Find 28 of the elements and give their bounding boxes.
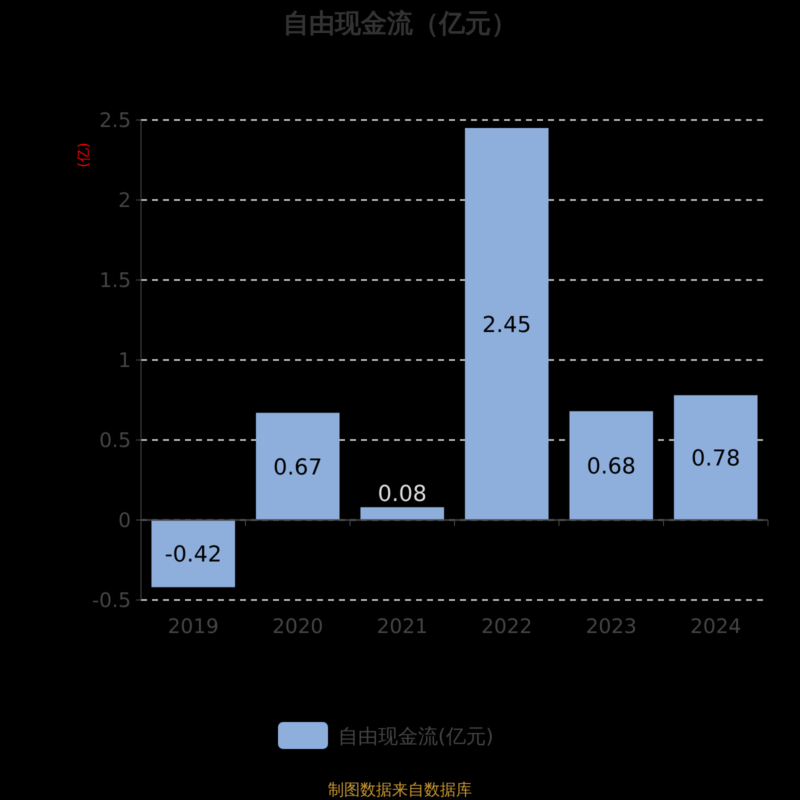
legend-label: 自由现金流(亿元) [338, 724, 494, 748]
y-tick-label: -0.5 [92, 588, 131, 612]
data-label: -0.42 [164, 542, 222, 568]
data-label: 0.08 [378, 482, 427, 508]
bar [464, 128, 549, 520]
x-tick-label: 2024 [690, 614, 742, 638]
bar [151, 520, 236, 588]
x-tick-label: 2023 [586, 614, 637, 638]
x-tick-label: 2021 [376, 614, 428, 638]
y-tick-label: 0.5 [99, 428, 131, 452]
y-axis-title: (亿) [76, 142, 92, 168]
y-tick-label: 2.5 [99, 108, 131, 132]
x-tick-label: 2020 [272, 614, 324, 638]
text: 制图数据来自数据库 [328, 780, 472, 799]
y-tick-label: 0 [118, 508, 131, 532]
y-tick-label: 1 [118, 348, 131, 372]
bar [256, 412, 340, 520]
data-label: 0.67 [273, 455, 322, 480]
y-tick-label: 1.5 [99, 268, 131, 292]
data-label: 2.45 [482, 313, 532, 338]
x-tick-label: 2019 [168, 614, 219, 638]
bar [674, 395, 758, 520]
bar [360, 507, 444, 520]
data-label: 0.78 [691, 446, 740, 472]
bar [569, 411, 654, 520]
data-label: 0.68 [586, 454, 636, 480]
y-tick-label: 2 [118, 188, 131, 212]
x-tick-label: 2022 [481, 614, 532, 638]
